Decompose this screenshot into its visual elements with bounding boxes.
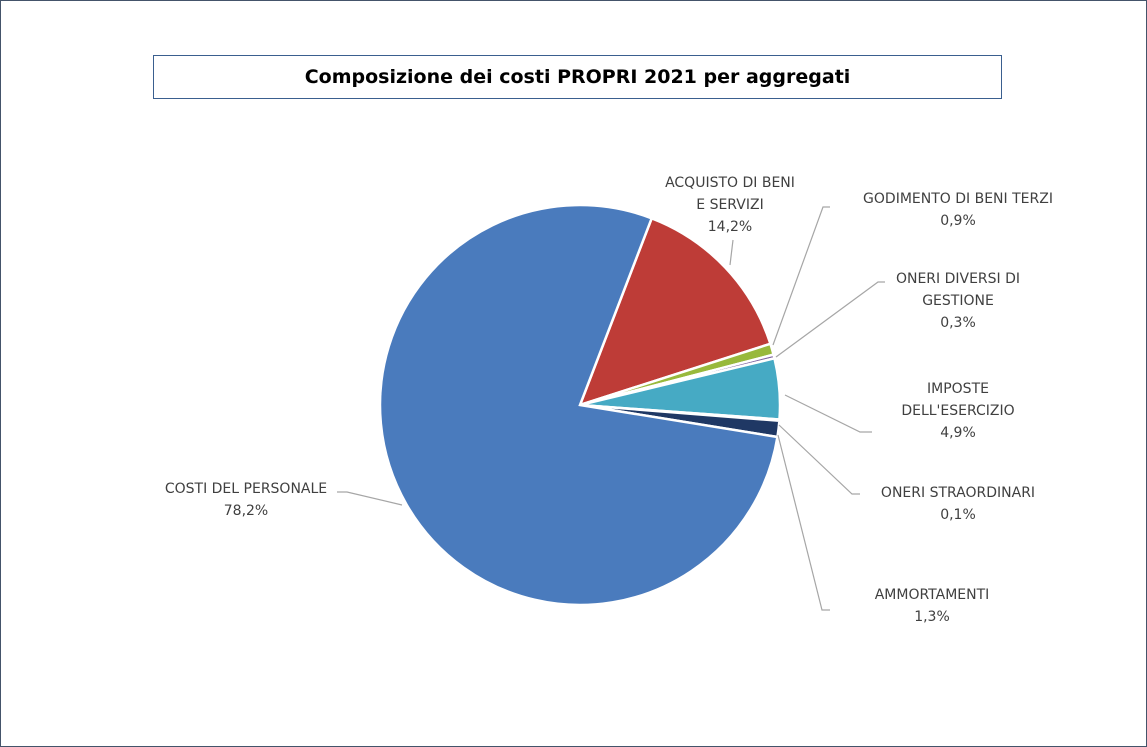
data-label: ACQUISTO DI BENI E SERVIZI 14,2% [663, 172, 798, 238]
leader-line [729, 239, 734, 266]
category-label: ONERI DIVERSI DI GESTIONE [895, 271, 1021, 309]
value-label: 14,2% [707, 219, 753, 235]
data-label: COSTI DEL PERSONALE 78,2% [146, 478, 346, 522]
leader-line [777, 434, 830, 611]
value-label: 78,2% [223, 503, 269, 519]
value-label: 0,1% [940, 507, 976, 523]
category-label: AMMORTAMENTI [874, 587, 990, 603]
category-label: ONERI STRAORDINARI [880, 485, 1036, 501]
leader-line [778, 424, 860, 495]
category-label: ACQUISTO DI BENI E SERVIZI [665, 175, 795, 213]
value-label: 0,9% [940, 213, 976, 229]
chart-title: Composizione dei costi PROPRI 2021 per a… [153, 55, 1002, 99]
data-label: AMMORTAMENTI 1,3% [842, 584, 1022, 628]
value-label: 1,3% [914, 609, 950, 625]
value-label: 4,9% [940, 425, 976, 441]
pie-slice [378, 203, 779, 607]
data-label: GODIMENTO DI BENI TERZI 0,9% [838, 188, 1078, 232]
leader-line [784, 394, 872, 433]
category-label: COSTI DEL PERSONALE [164, 481, 328, 497]
data-label: ONERI STRAORDINARI 0,1% [858, 482, 1058, 526]
leader-line [337, 491, 403, 506]
leader-line [775, 281, 885, 358]
data-label: IMPOSTE DELL'ESERCIZIO 4,9% [898, 378, 1018, 444]
leader-line [772, 206, 830, 346]
category-label: IMPOSTE DELL'ESERCIZIO [901, 381, 1015, 419]
category-label: GODIMENTO DI BENI TERZI [863, 191, 1053, 207]
value-label: 0,3% [940, 315, 976, 331]
data-label: ONERI DIVERSI DI GESTIONE 0,3% [883, 268, 1033, 334]
